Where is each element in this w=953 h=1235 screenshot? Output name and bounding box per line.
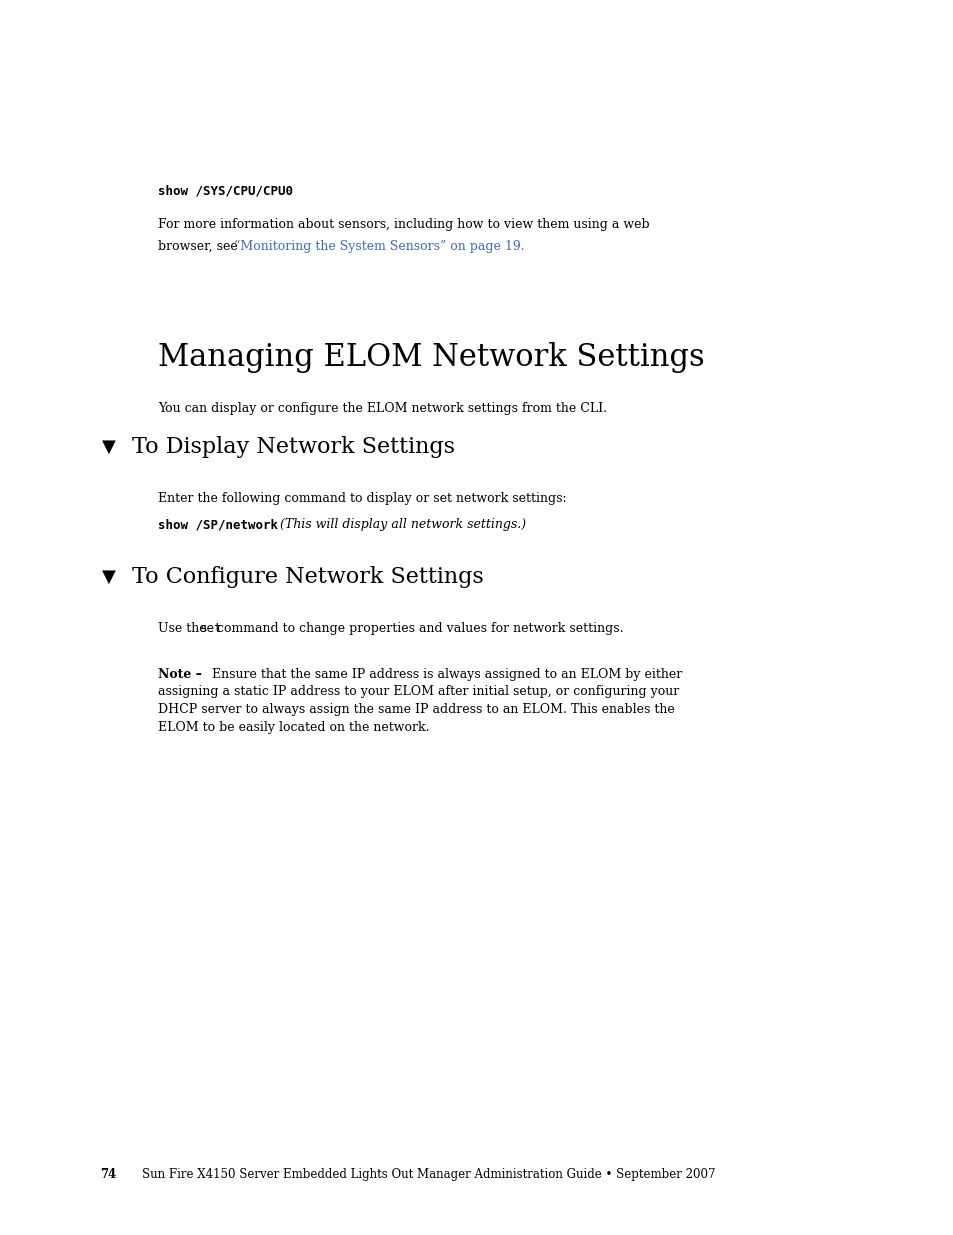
Text: assigning a static IP address to your ELOM after initial setup, or configuring y: assigning a static IP address to your EL… [158,685,679,699]
Text: To Display Network Settings: To Display Network Settings [132,436,455,458]
Text: To Configure Network Settings: To Configure Network Settings [132,566,483,588]
Text: For more information about sensors, including how to view them using a web: For more information about sensors, incl… [158,219,649,231]
Text: ELOM to be easily located on the network.: ELOM to be easily located on the network… [158,720,429,734]
Text: Note –: Note – [158,668,202,680]
Text: Managing ELOM Network Settings: Managing ELOM Network Settings [158,342,704,373]
Text: command to change properties and values for network settings.: command to change properties and values … [213,622,623,635]
Text: browser, see: browser, see [158,240,241,253]
Text: Enter the following command to display or set network settings:: Enter the following command to display o… [158,492,566,505]
Text: set: set [200,622,222,635]
Text: Sun Fire X4150 Server Embedded Lights Out Manager Administration Guide • Septemb: Sun Fire X4150 Server Embedded Lights Ou… [142,1168,715,1181]
Text: ▼: ▼ [102,568,115,585]
Text: You can display or configure the ELOM network settings from the CLI.: You can display or configure the ELOM ne… [158,403,606,415]
Text: DHCP server to always assign the same IP address to an ELOM. This enables the: DHCP server to always assign the same IP… [158,703,674,716]
Text: (This will display all network settings.): (This will display all network settings.… [272,517,525,531]
Text: 74: 74 [100,1168,116,1181]
Text: “Monitoring the System Sensors” on page 19.: “Monitoring the System Sensors” on page … [233,240,524,253]
Text: ▼: ▼ [102,438,115,456]
Text: show /SP/network: show /SP/network [158,517,277,531]
Text: show /SYS/CPU/CPU0: show /SYS/CPU/CPU0 [158,185,293,198]
Text: Ensure that the same IP address is always assigned to an ELOM by either: Ensure that the same IP address is alway… [208,668,681,680]
Text: Use the: Use the [158,622,211,635]
